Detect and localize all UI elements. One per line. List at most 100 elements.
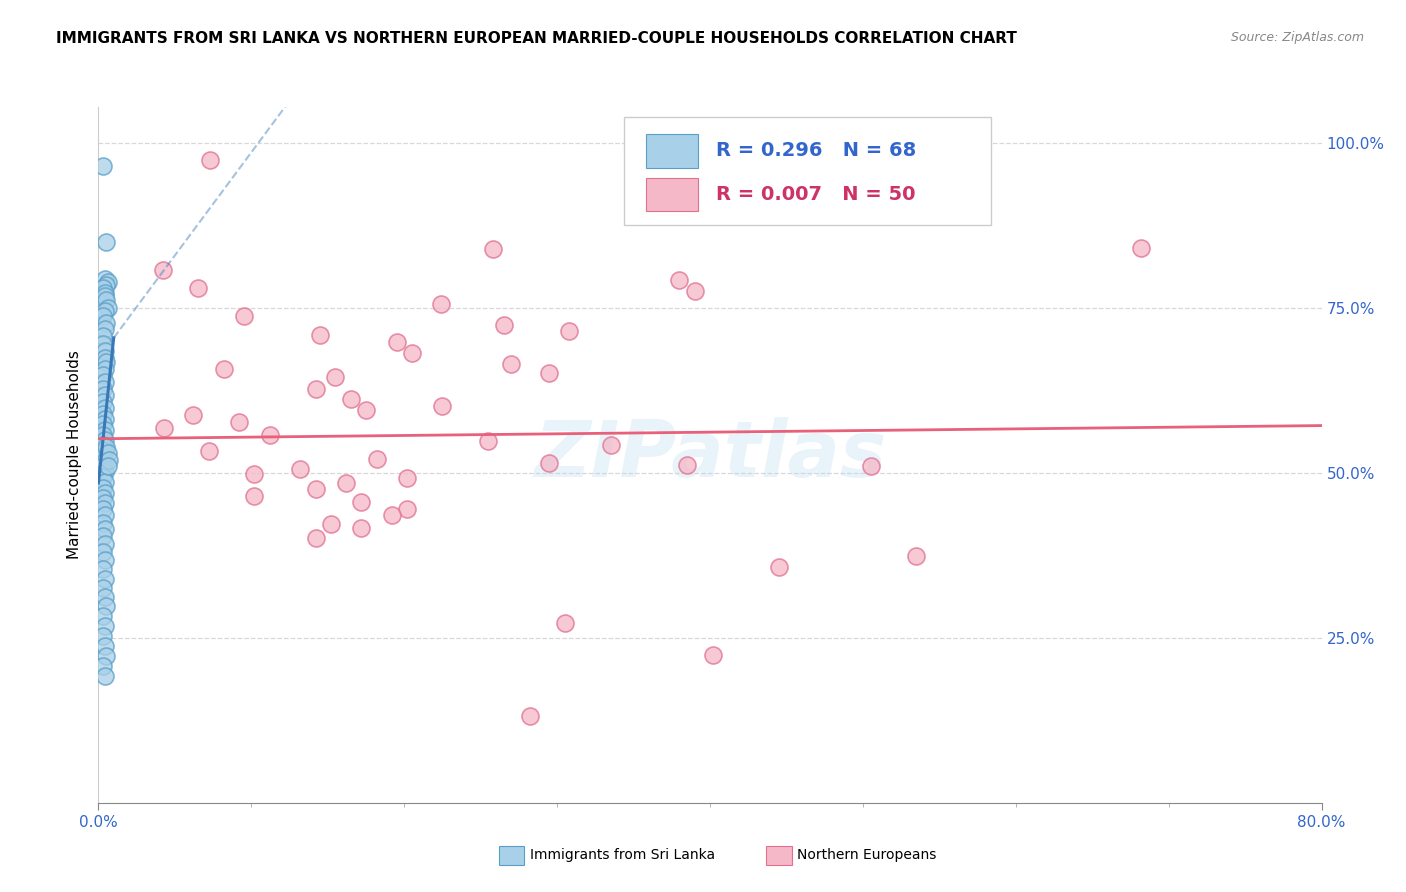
Point: [93, 454, 115, 468]
Point: [768, 559, 790, 574]
Point: [558, 324, 581, 338]
Point: [366, 451, 388, 466]
Point: [538, 456, 561, 470]
Point: [93, 412, 115, 426]
Point: [93, 344, 115, 359]
Point: [93, 619, 115, 633]
Point: [97, 275, 120, 289]
Point: [1130, 240, 1153, 254]
Point: [93, 423, 115, 437]
Point: [335, 475, 357, 490]
Point: [325, 370, 347, 384]
Text: IMMIGRANTS FROM SRI LANKA VS NORTHERN EUROPEAN MARRIED-COUPLE HOUSEHOLDS CORRELA: IMMIGRANTS FROM SRI LANKA VS NORTHERN EU…: [56, 31, 1017, 46]
Point: [152, 263, 174, 277]
Point: [187, 281, 209, 295]
Point: [94, 235, 117, 250]
Point: [93, 351, 115, 365]
Point: [91, 545, 114, 559]
Point: [905, 549, 928, 563]
Point: [94, 649, 117, 664]
Point: [91, 337, 114, 351]
Point: [181, 408, 204, 422]
Point: [91, 160, 114, 174]
Point: [91, 481, 114, 495]
Point: [93, 496, 115, 510]
Point: [93, 362, 115, 376]
Point: [492, 318, 515, 332]
Point: [93, 553, 115, 567]
Point: [683, 284, 706, 298]
Point: [93, 388, 115, 402]
Point: [430, 297, 453, 311]
Point: [859, 459, 882, 474]
Point: [93, 433, 115, 447]
Point: [91, 309, 114, 323]
Point: [93, 443, 115, 458]
Point: [91, 281, 114, 295]
Point: [482, 242, 505, 256]
Point: [702, 648, 724, 662]
Point: [93, 590, 115, 604]
Text: R = 0.296   N = 68: R = 0.296 N = 68: [716, 141, 917, 161]
Point: [93, 375, 115, 389]
Point: [93, 401, 115, 416]
Point: [91, 529, 114, 543]
Point: [91, 581, 114, 595]
Point: [91, 491, 114, 505]
Text: Northern Europeans: Northern Europeans: [797, 848, 936, 863]
Point: [304, 382, 326, 396]
Point: [97, 459, 120, 474]
Point: [91, 501, 114, 516]
FancyBboxPatch shape: [624, 118, 991, 226]
Point: [668, 273, 690, 287]
Point: [93, 572, 115, 586]
Point: [94, 440, 117, 454]
Point: [212, 362, 235, 376]
Point: [232, 309, 254, 323]
Point: [554, 616, 576, 631]
Point: [91, 382, 114, 396]
Point: [94, 278, 117, 293]
Point: [91, 449, 114, 463]
Point: [91, 659, 114, 673]
Point: [98, 453, 121, 467]
Point: [91, 394, 114, 409]
Point: [432, 399, 454, 413]
Point: [153, 421, 176, 435]
Point: [94, 599, 117, 614]
Point: [309, 327, 332, 342]
Point: [676, 458, 699, 472]
Y-axis label: Married-couple Households: Married-couple Households: [67, 351, 83, 559]
Point: [228, 415, 250, 429]
Point: [93, 522, 115, 536]
Point: [93, 486, 115, 500]
Point: [91, 629, 114, 643]
Point: [304, 482, 326, 496]
Point: [91, 417, 114, 432]
Point: [91, 427, 114, 442]
Text: ZIPatlas: ZIPatlas: [534, 417, 886, 493]
Point: [290, 462, 312, 476]
Point: [91, 368, 114, 383]
Text: Immigrants from Sri Lanka: Immigrants from Sri Lanka: [530, 848, 716, 863]
Point: [243, 467, 266, 482]
Point: [350, 495, 373, 509]
Point: [93, 537, 115, 551]
Point: [93, 289, 115, 303]
Point: [91, 562, 114, 576]
Point: [93, 639, 115, 653]
Point: [350, 521, 373, 535]
Point: [197, 444, 219, 458]
Point: [599, 438, 621, 452]
Point: [97, 446, 120, 460]
Point: [91, 609, 114, 624]
Point: [93, 304, 115, 318]
Point: [538, 366, 561, 380]
Point: [396, 501, 419, 516]
Point: [91, 329, 114, 343]
Point: [198, 153, 221, 167]
Point: [354, 402, 377, 417]
Text: R = 0.007   N = 50: R = 0.007 N = 50: [716, 186, 915, 204]
Point: [94, 316, 117, 330]
Point: [93, 322, 115, 336]
